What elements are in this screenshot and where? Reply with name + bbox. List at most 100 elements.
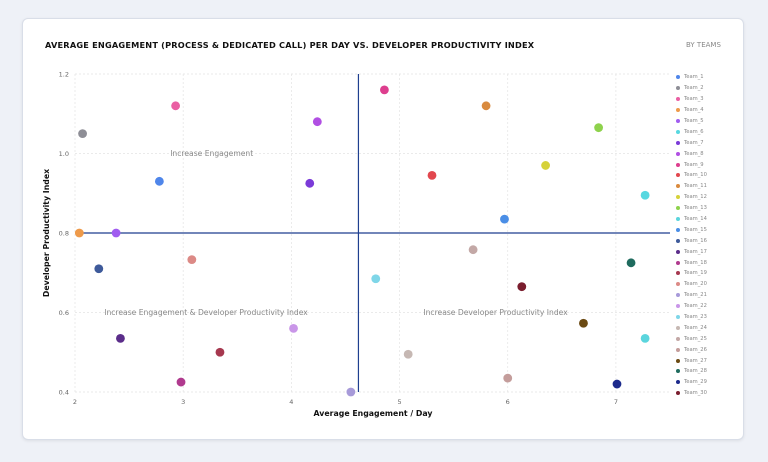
legend-marker (676, 173, 680, 178)
legend-item[interactable]: Team_3 (676, 94, 707, 105)
legend-item[interactable]: Team_18 (676, 257, 707, 268)
data-point-team-7[interactable] (305, 178, 315, 188)
data-point-team-3[interactable] (171, 101, 181, 111)
legend-item[interactable]: Team_25 (676, 333, 707, 344)
data-point-team-5[interactable] (111, 228, 121, 238)
data-point-team-24[interactable] (403, 349, 413, 359)
y-tick-label: 0.8 (59, 230, 69, 238)
legend-label: Team_16 (684, 237, 707, 244)
legend-marker (676, 206, 680, 211)
x-axis-label: Average Engagement / Day (314, 409, 433, 418)
legend-item[interactable]: Team_15 (676, 224, 707, 235)
legend-label: Team_26 (684, 346, 707, 353)
data-point-team-17[interactable] (116, 333, 125, 343)
legend-item[interactable]: Team_23 (676, 312, 707, 323)
legend-item[interactable]: Team_1 (676, 72, 707, 83)
legend-marker (676, 238, 680, 243)
legend-item[interactable]: Team_6 (676, 126, 707, 137)
legend: Team_1 Team_2 Team_3 Team_4 Team_5 Team_6 Team… (676, 72, 707, 399)
legend-item[interactable]: Team_5 (676, 116, 707, 127)
data-point-team-27[interactable] (579, 318, 588, 328)
legend-item[interactable]: Team_10 (676, 170, 707, 181)
legend-item[interactable]: Team_27 (676, 355, 707, 366)
legend-label: Team_22 (684, 303, 707, 310)
data-point-team-2[interactable] (78, 129, 87, 139)
data-point-team-12[interactable] (541, 161, 550, 170)
legend-item[interactable]: Team_13 (676, 203, 707, 214)
data-point-team-11[interactable] (481, 101, 491, 111)
y-tick-label: 1.2 (59, 71, 69, 79)
x-tick-label: 2 (73, 398, 77, 406)
legend-label: Team_8 (684, 150, 704, 157)
x-tick-label: 6 (506, 398, 510, 406)
y-tick-label: 1.0 (59, 150, 69, 158)
legend-item[interactable]: Team_29 (676, 377, 707, 388)
chart-subtitle: BY TEAMS (686, 41, 721, 49)
data-point-team-28[interactable] (626, 258, 636, 268)
legend-item[interactable]: Team_7 (676, 137, 707, 148)
legend-item[interactable]: Team_22 (676, 301, 707, 312)
legend-label: Team_4 (684, 107, 704, 114)
legend-marker (676, 315, 680, 320)
legend-item[interactable]: Team_16 (676, 235, 707, 246)
data-point-team-14[interactable] (640, 333, 650, 343)
data-point-team-9[interactable] (380, 85, 389, 95)
data-point-team-8[interactable] (312, 117, 322, 127)
legend-item[interactable]: Team_21 (676, 290, 707, 301)
legend-label: Team_3 (684, 96, 704, 103)
legend-item[interactable]: Team_11 (676, 181, 707, 192)
legend-item[interactable]: Team_14 (676, 214, 707, 225)
legend-item[interactable]: Team_20 (676, 279, 707, 290)
legend-marker (676, 325, 680, 330)
quadrant-annotation: Increase Developer Productivity Index (423, 308, 568, 317)
data-point-team-23[interactable] (371, 274, 381, 284)
data-point-team-30[interactable] (517, 282, 527, 292)
data-point-team-25[interactable] (468, 245, 478, 255)
data-point-team-19[interactable] (215, 347, 225, 357)
legend-marker (676, 162, 680, 167)
legend-item[interactable]: Team_4 (676, 105, 707, 116)
legend-label: Team_7 (684, 139, 704, 146)
data-point-team-1[interactable] (154, 176, 164, 186)
data-point-team-21[interactable] (346, 387, 356, 397)
legend-marker (676, 391, 680, 396)
legend-label: Team_15 (684, 226, 707, 233)
legend-marker (676, 380, 680, 385)
legend-item[interactable]: Team_19 (676, 268, 707, 279)
data-point-team-15[interactable] (500, 214, 509, 224)
legend-item[interactable]: Team_2 (676, 83, 707, 94)
legend-marker (676, 195, 680, 200)
x-tick-label: 4 (289, 398, 293, 406)
legend-label: Team_10 (684, 172, 707, 179)
data-point-team-4[interactable] (74, 228, 84, 238)
data-point-team-22[interactable] (289, 324, 298, 333)
data-point-team-10[interactable] (427, 170, 437, 180)
data-point-team-29[interactable] (612, 379, 622, 389)
data-point-team-13[interactable] (594, 123, 603, 133)
legend-label: Team_6 (684, 128, 704, 135)
data-point-team-18[interactable] (176, 377, 186, 387)
x-tick-label: 5 (397, 398, 401, 406)
legend-item[interactable]: Team_17 (676, 246, 707, 257)
data-point-team-20[interactable] (187, 255, 197, 265)
legend-item[interactable]: Team_30 (676, 388, 707, 399)
legend-item[interactable]: Team_24 (676, 322, 707, 333)
legend-label: Team_25 (684, 335, 707, 342)
legend-item[interactable]: Team_26 (676, 344, 707, 355)
legend-marker (676, 293, 680, 298)
legend-item[interactable]: Team_8 (676, 148, 707, 159)
legend-item[interactable]: Team_28 (676, 366, 707, 377)
legend-label: Team_1 (684, 74, 704, 81)
reference-lines (75, 74, 670, 392)
legend-label: Team_19 (684, 270, 707, 277)
data-point-team-16[interactable] (94, 264, 104, 274)
legend-label: Team_24 (684, 324, 707, 331)
data-point-team-26[interactable] (503, 373, 513, 383)
legend-marker (676, 97, 680, 102)
data-point-team-6[interactable] (640, 190, 650, 200)
legend-item[interactable]: Team_12 (676, 192, 707, 203)
legend-marker (676, 369, 680, 374)
legend-item[interactable]: Team_9 (676, 159, 707, 170)
legend-label: Team_30 (684, 390, 707, 397)
legend-marker (676, 86, 680, 91)
